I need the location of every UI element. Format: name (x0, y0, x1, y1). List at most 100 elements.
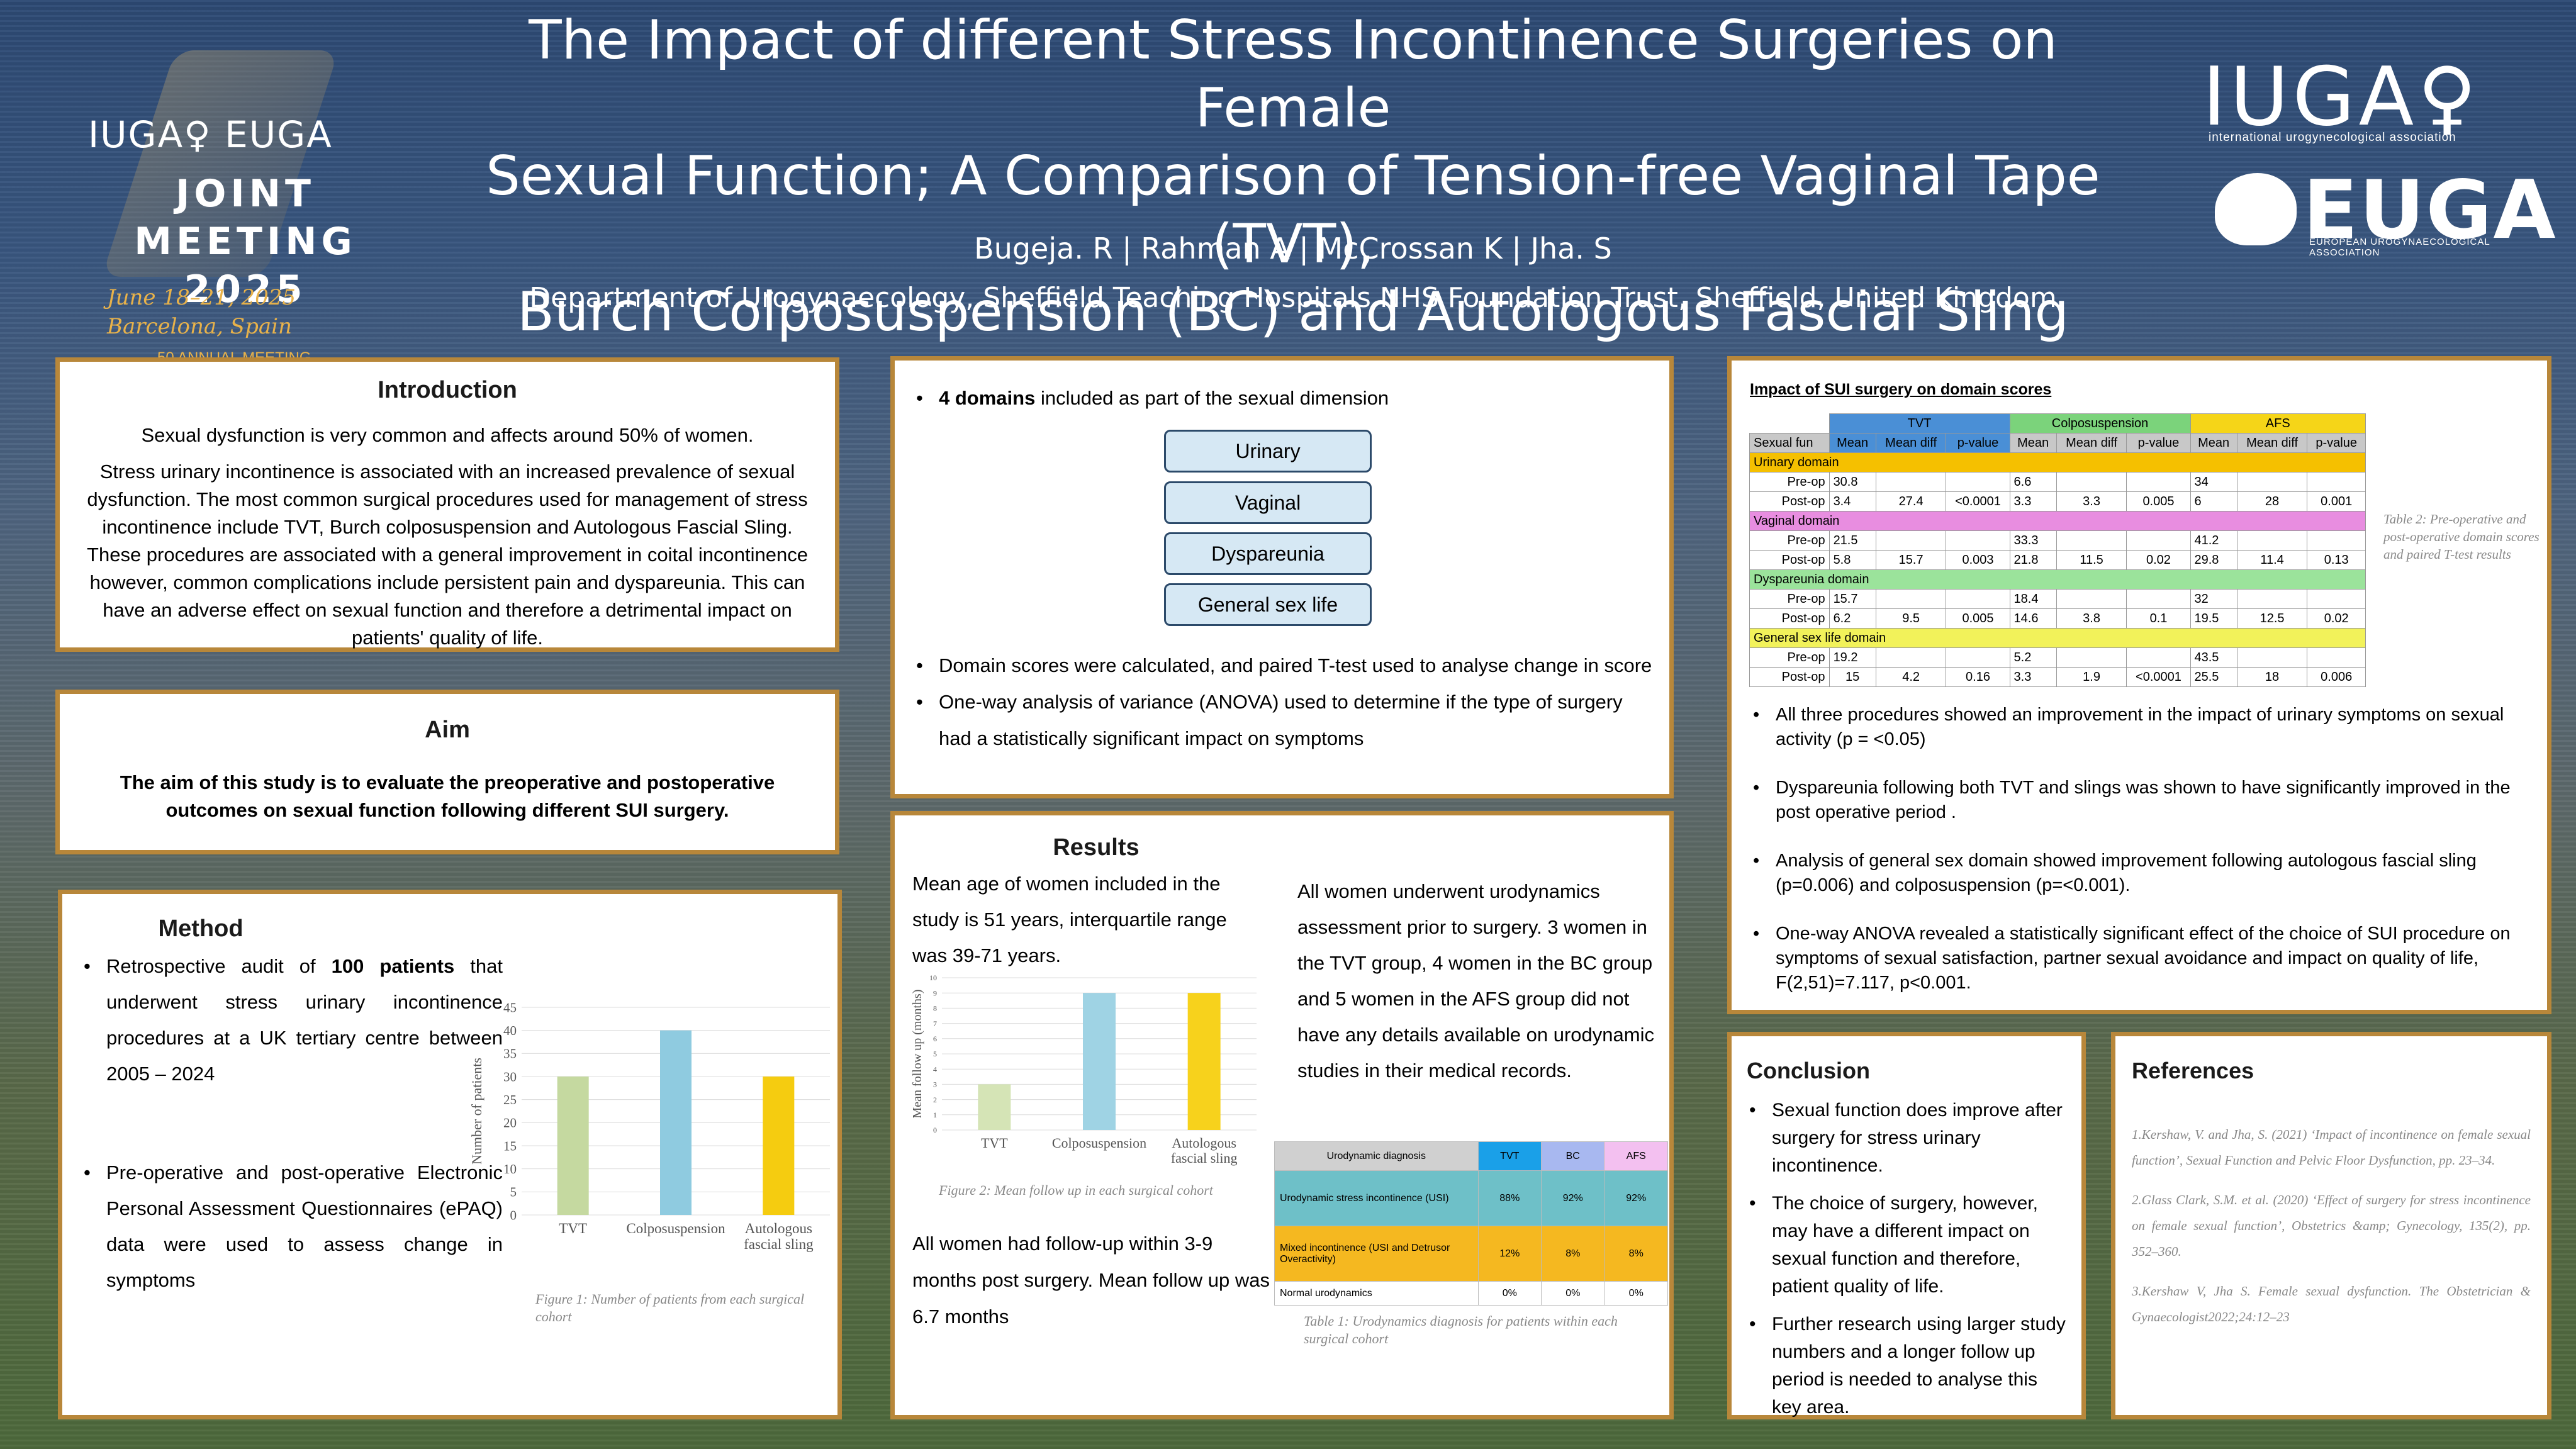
subheader-cell: p-value (2126, 433, 2191, 453)
y-tick-label: 45 (503, 1000, 517, 1015)
title-line-1: The Impact of different Stress Incontine… (529, 9, 2058, 140)
urodynamics-row: Urodynamic stress incontinence (USI) 88%… (1274, 1170, 1668, 1226)
y-tick-label: 2 (933, 1095, 937, 1104)
domain-table-title: Impact of SUI surgery on domain scores (1750, 381, 2052, 398)
conclusion-item: Sexual function does improve after surge… (1747, 1097, 2066, 1180)
section-row-urinary: Urinary domain (1749, 452, 2366, 473)
introduction-heading: Introduction (378, 377, 517, 403)
subheader-cell: Mean diff (1875, 433, 1947, 453)
section-row-vaginal: Vaginal domain (1749, 511, 2366, 531)
introduction-panel: Introduction Sexual dysfunction is very … (55, 357, 839, 652)
introduction-p1: Sexual dysfunction is very common and af… (141, 424, 754, 446)
y-tick-label: 10 (929, 973, 937, 982)
section-label: Dyspareunia domain (1749, 569, 2366, 590)
domains-bullet-2: Domain scores were calculated, and paire… (914, 647, 1656, 684)
domain-table-group-row: TVT Colposuspension AFS (1750, 413, 2366, 434)
department: Department of Urogynaecology, Sheffield … (529, 282, 2057, 314)
table2-caption: Table 2: Pre-operative and post-operativ… (2383, 512, 2540, 562)
domains-panel: 4 domains included as part of the sexual… (890, 356, 1674, 798)
method-bullet-2: Pre-operative and post-operative Electro… (81, 1155, 503, 1298)
finding-item: One-way ANOVA revealed a statistically s… (1750, 922, 2531, 995)
section-label: General sex life domain (1749, 628, 2366, 648)
urodynamics-cell: 8% (1604, 1226, 1668, 1282)
x-tick-label: Colposuspension (1052, 1135, 1146, 1151)
euga-wordmark: EUGA (2303, 164, 2557, 257)
bar (978, 1084, 1011, 1130)
finding-item: Analysis of general sex domain showed im… (1750, 849, 2531, 898)
title-line-2: Sexual Function; A Comparison of Tension… (486, 145, 2100, 276)
poster-title: The Impact of different Stress Incontine… (440, 6, 2146, 414)
y-tick-label: 7 (933, 1019, 937, 1028)
urodynamics-cell: 0% (1541, 1281, 1605, 1306)
conclusion-list: Sexual function does improve after surge… (1747, 1097, 2066, 1421)
logo-line2: 2025 (184, 267, 307, 311)
section-row-dyspareunia: Dyspareunia domain (1749, 569, 2366, 590)
conclusion-item: Further research using larger study numb… (1747, 1311, 2066, 1421)
bar (1187, 993, 1221, 1130)
table1-caption: Table 1: Urodynamics diagnosis for patie… (1304, 1313, 1618, 1346)
aim-panel: Aim The aim of this study is to evaluate… (55, 690, 839, 854)
bar (1083, 993, 1116, 1130)
y-tick-label: 8 (933, 1004, 937, 1013)
domains-bullet-3: One-way analysis of variance (ANOVA) use… (914, 684, 1656, 757)
iuga-euga-logo: IUGA♀ international urogynecological ass… (2202, 50, 2556, 258)
subheader-cell: Mean (2009, 433, 2057, 453)
method-bullet-1: Retrospective audit of 100 patients that… (81, 948, 503, 1092)
subheader-cell: p-value (2307, 433, 2366, 453)
reference-item: 3.Kershaw V, Jha S. Female sexual dysfun… (2132, 1284, 2531, 1324)
x-tick-label: Autologous (1172, 1135, 1236, 1151)
x-tick-label: TVT (559, 1221, 587, 1236)
figure2-caption: Figure 2: Mean follow up in each surgica… (939, 1182, 1213, 1198)
y-tick-label: 0 (933, 1126, 937, 1134)
table-row: Pre-op 30.8 6.6 34 (1749, 472, 2366, 492)
logo-date-text: June 18–21, 2025 (107, 285, 296, 310)
urodynamics-table: Urodynamic diagnosis TVT BC AFS Urodynam… (1274, 1141, 1668, 1306)
urodynamics-cell: 92% (1541, 1170, 1605, 1226)
y-axis-label: Mean follow up (months) (910, 990, 924, 1119)
urodynamics-cell: 12% (1477, 1226, 1542, 1282)
logo-place-text: Barcelona, Spain (107, 314, 292, 339)
references-list: 1.Kershaw, V. and Jha, S. (2021) ‘Impact… (2132, 1122, 2531, 1330)
table-row: Post-op 6.2 9.5 0.005 14.6 3.8 0.1 19.5 12.5 0.02 (1749, 608, 2366, 629)
urodynamics-header-afs: AFS (1604, 1141, 1668, 1171)
domain-box-vaginal: Vaginal (1164, 481, 1372, 524)
x-tick-label: fascial sling (1171, 1150, 1238, 1166)
y-tick-label: 10 (503, 1161, 517, 1177)
subheader-cell: Mean diff (2056, 433, 2127, 453)
domain-box-urinary: Urinary (1164, 430, 1372, 473)
urodynamics-cell: 0% (1477, 1281, 1542, 1306)
y-tick-label: 15 (503, 1138, 517, 1153)
urodynamics-cell: 8% (1541, 1226, 1605, 1282)
iuga-subtitle: international urogynecological associati… (2209, 131, 2456, 144)
patients-bar-chart: 0 5 10 15 20 25 30 35 40 45 TVT Colposuspension Auto… (469, 1000, 830, 1252)
euga-logo-icon (2215, 173, 2297, 245)
domain-scores-panel: Impact of SUI surgery on domain scores T… (1727, 356, 2551, 1014)
subheader-cell: Mean (2190, 433, 2237, 453)
bar (763, 1077, 795, 1215)
figure1-caption: Figure 1: Number of patients from each s… (535, 1291, 805, 1324)
finding-item: All three procedures showed an improveme… (1750, 703, 2531, 752)
group-afs: AFS (2190, 413, 2366, 434)
followup-bar-chart: 0 1 2 3 4 5 6 7 8 9 10 TVT Colposuspension Autologous… (910, 973, 1257, 1166)
y-tick-label: 5 (510, 1185, 517, 1200)
y-tick-label: 0 (510, 1207, 517, 1222)
table-row: Pre-op 19.2 5.2 43.5 (1749, 647, 2366, 668)
bar (557, 1077, 589, 1215)
subheader-cell: p-value (1946, 433, 2010, 453)
subheader-cell: Mean (1828, 433, 1876, 453)
joint-meeting-logo: IUGA♀ EUGA JOINT MEETING 2025 June 18–21… (44, 38, 422, 366)
introduction-p2: Stress urinary incontinence is associate… (87, 461, 808, 649)
x-tick-label: fascial sling (744, 1236, 814, 1252)
group-tvt: TVT (1828, 413, 2010, 434)
method-panel: Method Retrospective audit of 100 patien… (58, 890, 842, 1419)
y-tick-label: 35 (503, 1046, 517, 1061)
section-row-general: General sex life domain (1749, 628, 2366, 648)
results-urodynamics-text: All women underwent urodynamics assessme… (1297, 880, 1654, 1082)
finding-item: Dyspareunia following both TVT and sling… (1750, 776, 2531, 825)
y-tick-label: 3 (933, 1080, 937, 1089)
results-followup-text: All women had follow-up within 3-9 month… (912, 1233, 1270, 1328)
y-tick-label: 5 (933, 1049, 937, 1058)
table-row: Pre-op 15.7 18.4 32 (1749, 589, 2366, 609)
method-list: Retrospective audit of 100 patients that… (81, 948, 503, 1298)
urodynamics-header-bc: BC (1541, 1141, 1605, 1171)
